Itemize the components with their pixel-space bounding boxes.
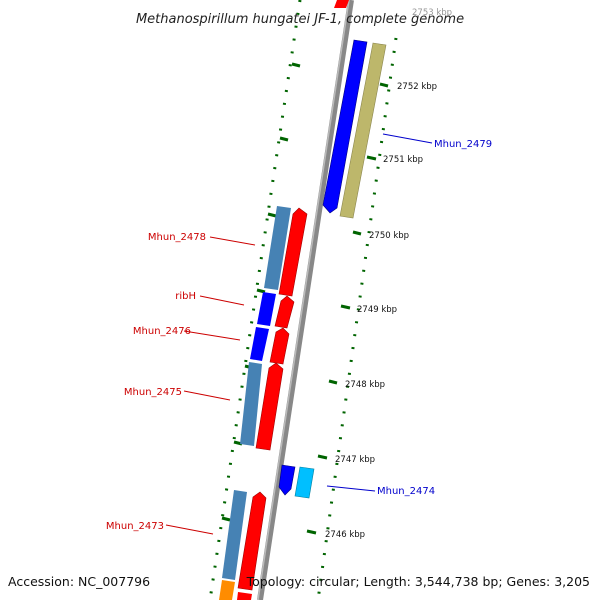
tick-label: 2748 kbp bbox=[345, 380, 385, 390]
tick-label: 2746 kbp bbox=[325, 530, 365, 540]
gene-feature-top[interactable] bbox=[334, 0, 349, 8]
gene-mhun-2479-khaki[interactable] bbox=[339, 42, 387, 219]
gene-label-mhun-2473[interactable]: Mhun_2473 bbox=[106, 521, 164, 532]
gene-mhun-2476-cds bbox=[250, 327, 269, 361]
outer-major-ticks bbox=[306, 82, 389, 535]
gene-ribh-cds bbox=[257, 292, 276, 326]
genome-summary-text: Topology: circular; Length: 3,544,738 bp… bbox=[246, 574, 590, 589]
tick-label: 2753 kbp bbox=[412, 8, 452, 18]
gene-mhun-2475-cds bbox=[240, 362, 262, 446]
gene-mhun-2475[interactable] bbox=[255, 362, 284, 451]
genome-backbone-highlight bbox=[257, 0, 350, 600]
gene-label-ribh[interactable]: ribH bbox=[175, 291, 196, 302]
gene-mhun-2476[interactable] bbox=[269, 327, 290, 365]
gene-ribh[interactable] bbox=[274, 295, 295, 329]
gene-label-mhun-2474[interactable]: Mhun_2474 bbox=[377, 486, 435, 497]
genome-backbone bbox=[257, 0, 354, 600]
tick-label: 2752 kbp bbox=[397, 82, 437, 92]
gene-label-mhun-2479[interactable]: Mhun_2479 bbox=[434, 139, 492, 150]
tick-label: 2747 kbp bbox=[335, 455, 375, 465]
gene-label-mhun-2478[interactable]: Mhun_2478 bbox=[148, 232, 206, 243]
gene-label-mhun-2475[interactable]: Mhun_2475 bbox=[124, 387, 182, 398]
tick-label: 2750 kbp bbox=[369, 231, 409, 241]
tick-label: 2749 kbp bbox=[357, 305, 397, 315]
gene-label-mhun-2476[interactable]: Mhun_2476 bbox=[133, 326, 191, 337]
accession-text: Accession: NC_007796 bbox=[8, 574, 150, 589]
gene-mhun-2474[interactable] bbox=[294, 466, 315, 499]
gene-mhun-2479[interactable] bbox=[322, 39, 368, 214]
gene-orange-feature bbox=[219, 580, 235, 600]
map-title: Methanospirillum hungatei JF-1, complete… bbox=[136, 12, 464, 27]
gene-mhun-2478[interactable] bbox=[278, 207, 308, 297]
tick-label: 2751 kbp bbox=[383, 155, 423, 165]
gene-mhun-2474-blue[interactable] bbox=[278, 464, 296, 496]
gene-leader-lines bbox=[165, 133, 433, 535]
gene-mhun-2473-cds bbox=[222, 490, 247, 580]
gene-red-feature-bottom bbox=[237, 592, 252, 600]
gene-mhun-2473[interactable] bbox=[237, 491, 267, 591]
gene-mhun-2478-cds bbox=[264, 206, 291, 290]
